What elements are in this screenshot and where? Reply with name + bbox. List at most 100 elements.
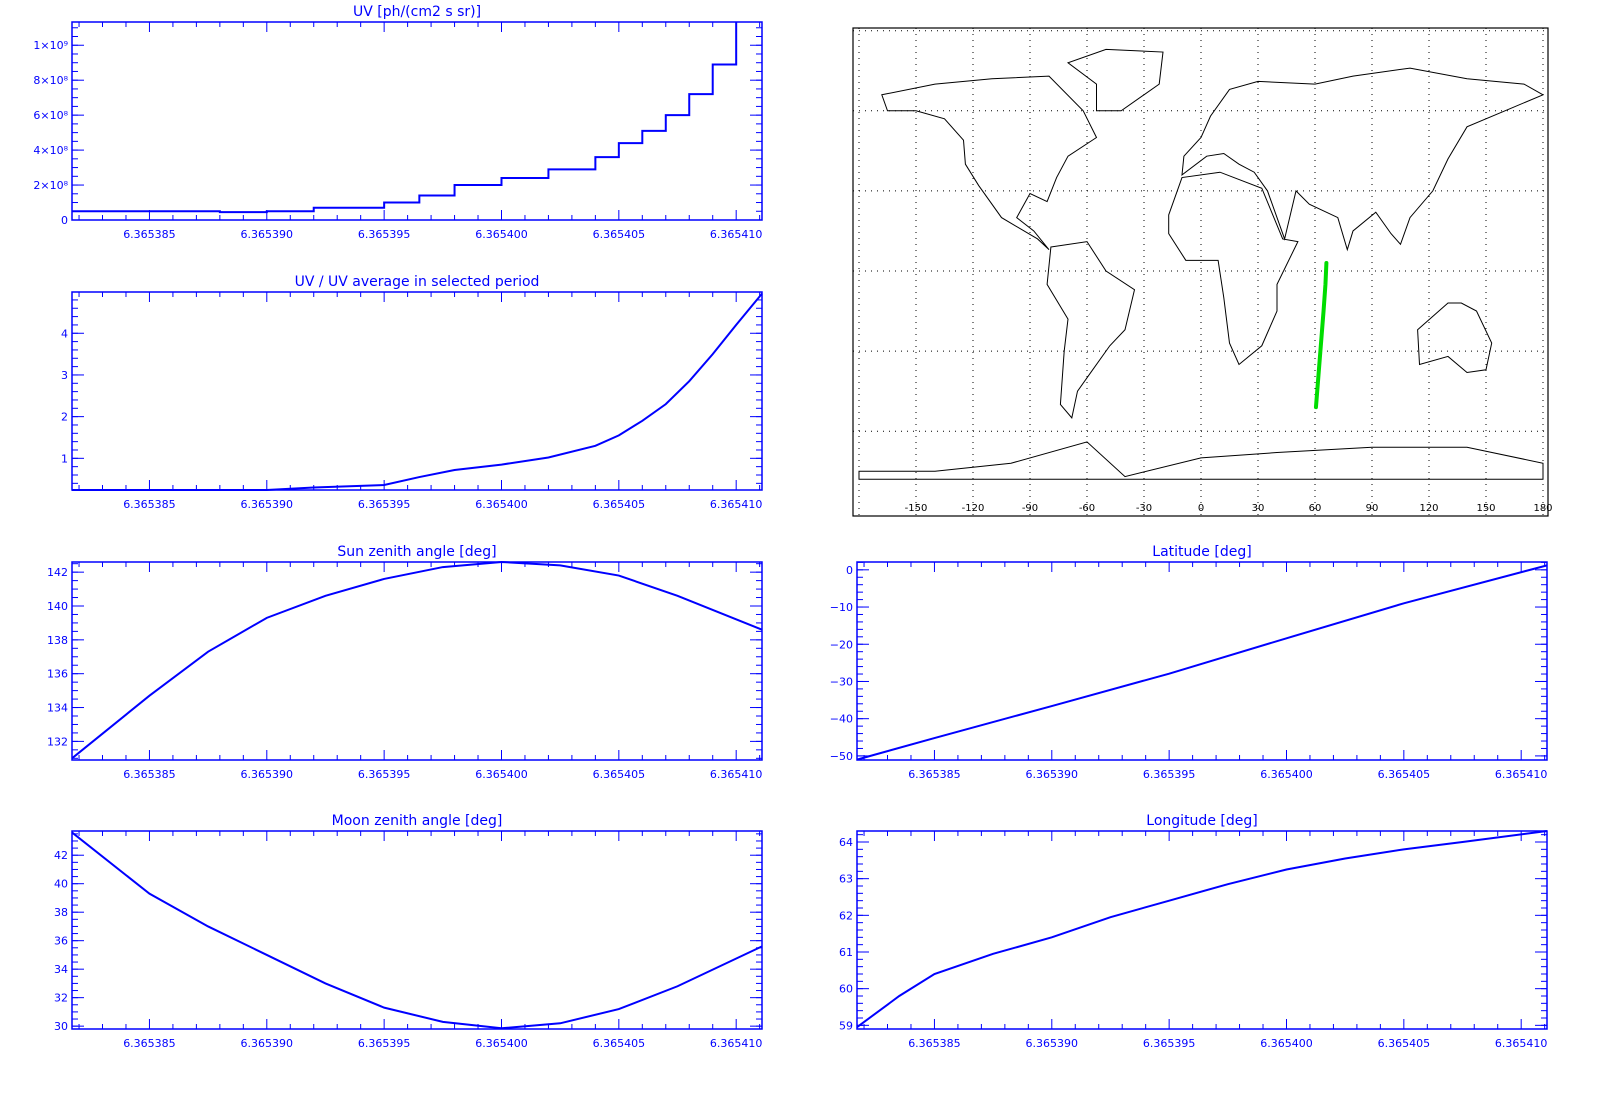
map-lon-label: -60 bbox=[1079, 503, 1095, 514]
chart-uv-ratio: UV / UV average in selected period 6.3653… bbox=[61, 274, 763, 511]
y-tick-label: 1 bbox=[61, 452, 68, 465]
y-tick-label: 132 bbox=[47, 735, 68, 748]
y-tick-label: 38 bbox=[54, 906, 68, 919]
coastline-antarctica bbox=[858, 441, 1544, 480]
series-line bbox=[856, 830, 1548, 1028]
x-tick-label: 6.365385 bbox=[908, 768, 961, 781]
y-tick-label: −40 bbox=[830, 713, 853, 726]
map-lon-label: 120 bbox=[1419, 503, 1438, 514]
x-tick-label: 6.365400 bbox=[1260, 768, 1313, 781]
x-tick-label: 6.365410 bbox=[710, 228, 763, 241]
x-tick-label: 6.365410 bbox=[710, 768, 763, 781]
y-tick-label: 64 bbox=[839, 836, 853, 849]
map-lon-label: 150 bbox=[1476, 503, 1495, 514]
chart-uv: UV [ph/(cm2 s sr)] 6.365385 6.365390 6.3653… bbox=[33, 4, 763, 241]
series-line bbox=[71, 560, 763, 760]
map-lon-label: -30 bbox=[1136, 503, 1152, 514]
x-tick-label: 6.365395 bbox=[1143, 768, 1196, 781]
x-tick-label: 6.365400 bbox=[475, 498, 528, 511]
y-tick-label: 2×10⁸ bbox=[33, 179, 68, 192]
x-tick-label: 6.365395 bbox=[1143, 1037, 1196, 1050]
x-tick-label: 6.365395 bbox=[358, 228, 411, 241]
y-tick-label: 4 bbox=[61, 327, 68, 340]
x-tick-label: 6.365390 bbox=[241, 498, 294, 511]
plot-frame bbox=[71, 561, 763, 761]
x-tick-label: 6.365405 bbox=[593, 768, 646, 781]
x-tick-label: 6.365405 bbox=[1378, 768, 1431, 781]
series-line bbox=[72, 293, 763, 491]
y-tick-label: 4×10⁸ bbox=[33, 144, 68, 157]
map-panel: -150 -120 -90 -60 -30 0 30 60 90 120 150 180 bbox=[852, 27, 1553, 517]
map-lon-label: -150 bbox=[905, 503, 928, 514]
x-tick-label: 6.365385 bbox=[123, 498, 176, 511]
y-tick-label: −20 bbox=[830, 638, 853, 651]
x-tick-label: 6.365405 bbox=[1378, 1037, 1431, 1050]
y-tick-label: 40 bbox=[54, 878, 68, 891]
x-tick-label: 6.365410 bbox=[1495, 1037, 1548, 1050]
coastline-greenland bbox=[1066, 48, 1164, 112]
x-tick-label: 6.365385 bbox=[123, 1037, 176, 1050]
x-tick-label: 6.365385 bbox=[123, 228, 176, 241]
y-tick-label: −30 bbox=[830, 675, 853, 688]
y-tick-label: −50 bbox=[830, 750, 853, 763]
y-tick-label: 61 bbox=[839, 946, 853, 959]
chart-sun-zenith: Sun zenith angle [deg] 6.365385 6.365390 6.… bbox=[47, 544, 763, 781]
y-tick-label: 142 bbox=[47, 566, 68, 579]
coastline-africa bbox=[1168, 171, 1299, 366]
y-tick-label: 30 bbox=[54, 1020, 68, 1033]
y-tick-label: 8×10⁸ bbox=[33, 74, 68, 87]
y-tick-label: 140 bbox=[47, 600, 68, 613]
map-frame bbox=[852, 27, 1549, 517]
chart-title: Longitude [deg] bbox=[1146, 813, 1257, 829]
x-tick-label: 6.365405 bbox=[593, 1037, 646, 1050]
map-lon-label: -90 bbox=[1022, 503, 1038, 514]
x-tick-label: 6.365390 bbox=[241, 1037, 294, 1050]
coastline-south-america bbox=[1046, 241, 1136, 419]
x-tick-label: 6.365400 bbox=[475, 768, 528, 781]
x-tick-label: 6.365405 bbox=[593, 228, 646, 241]
series-line bbox=[856, 564, 1548, 761]
plot-frame bbox=[71, 291, 763, 491]
y-tick-label: 36 bbox=[54, 935, 68, 948]
chart-title: UV / UV average in selected period bbox=[295, 274, 540, 290]
y-tick-label: 60 bbox=[839, 983, 853, 996]
chart-title: UV [ph/(cm2 s sr)] bbox=[353, 4, 481, 20]
y-tick-label: 6×10⁸ bbox=[33, 109, 68, 122]
plot-frame bbox=[71, 21, 763, 221]
x-tick-label: 6.365400 bbox=[475, 228, 528, 241]
y-tick-label: 134 bbox=[47, 702, 68, 715]
x-tick-label: 6.365400 bbox=[1260, 1037, 1313, 1050]
y-tick-label: 2 bbox=[61, 411, 68, 424]
x-tick-label: 6.365390 bbox=[241, 768, 294, 781]
coastline-eurasia bbox=[1181, 67, 1545, 252]
x-tick-label: 6.365385 bbox=[123, 768, 176, 781]
x-tick-label: 6.365395 bbox=[358, 1037, 411, 1050]
x-tick-label: 6.365410 bbox=[710, 498, 763, 511]
map-lon-label: 0 bbox=[1198, 503, 1204, 514]
chart-latitude: Latitude [deg] 6.365385 6.365390 6.365395 6.… bbox=[830, 544, 1548, 781]
y-tick-label: 3 bbox=[61, 369, 68, 382]
map-lon-label: 60 bbox=[1309, 503, 1322, 514]
chart-title: Sun zenith angle [deg] bbox=[337, 544, 496, 560]
chart-title: Latitude [deg] bbox=[1152, 544, 1251, 560]
series-line bbox=[71, 831, 763, 1030]
map-lon-label: 30 bbox=[1252, 503, 1265, 514]
coastline-north-america bbox=[881, 75, 1098, 251]
y-tick-label: 0 bbox=[61, 214, 68, 227]
map-lon-label: 90 bbox=[1366, 503, 1379, 514]
y-tick-label: −10 bbox=[830, 601, 853, 614]
map-lon-label: -120 bbox=[962, 503, 985, 514]
plot-frame bbox=[856, 830, 1548, 1030]
x-tick-label: 6.365390 bbox=[241, 228, 294, 241]
x-tick-label: 6.365395 bbox=[358, 498, 411, 511]
x-tick-label: 6.365395 bbox=[358, 768, 411, 781]
y-tick-label: 138 bbox=[47, 634, 68, 647]
x-tick-label: 6.365390 bbox=[1026, 768, 1079, 781]
series-line bbox=[72, 22, 738, 214]
chart-longitude: Longitude [deg] 6.365385 6.365390 6.365395 6… bbox=[839, 813, 1548, 1050]
x-tick-label: 6.365410 bbox=[710, 1037, 763, 1050]
x-tick-label: 6.365410 bbox=[1495, 768, 1548, 781]
x-tick-label: 6.365405 bbox=[593, 498, 646, 511]
map-lon-label: 180 bbox=[1533, 503, 1552, 514]
